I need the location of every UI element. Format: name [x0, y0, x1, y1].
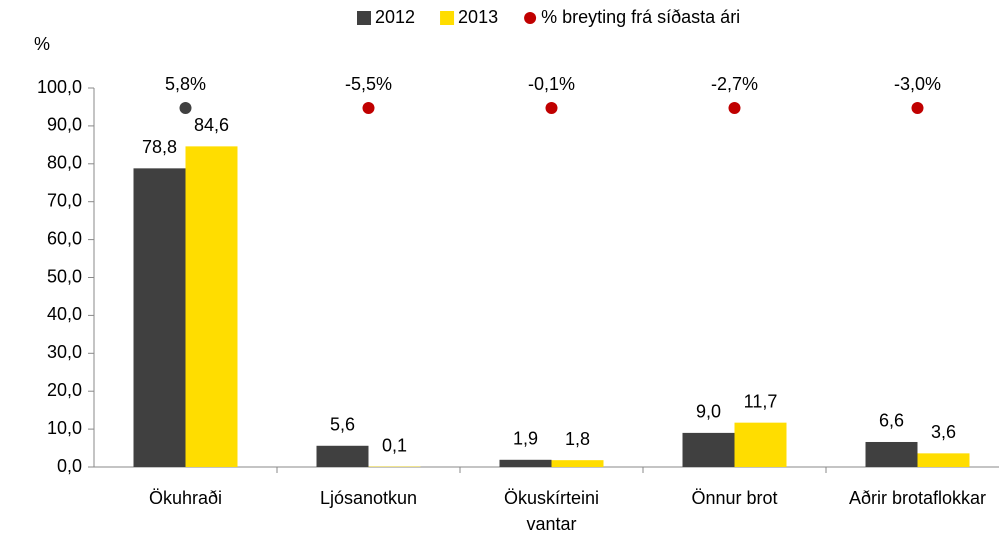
y-tick-label: 30,0: [47, 342, 82, 362]
change-dot: [545, 102, 558, 114]
bar: [865, 441, 918, 467]
legend-label: 2013: [458, 7, 498, 27]
value-label: 1,9: [513, 429, 538, 449]
change-dot: [911, 102, 924, 114]
x-tick-label: Aðrir brotaflokkar: [848, 488, 987, 508]
value-label: 5,8%: [165, 74, 206, 94]
value-label: 9,0: [696, 402, 721, 422]
y-tick-label: 40,0: [47, 304, 82, 324]
y-tick-label: 90,0: [47, 115, 82, 135]
change-dot: [179, 102, 192, 114]
value-label: 11,7: [744, 391, 778, 411]
value-label: 5,6: [330, 415, 355, 435]
value-label: -2,7%: [711, 74, 758, 94]
change-dot: [728, 102, 741, 114]
y-tick-label: 20,0: [47, 380, 82, 400]
legend-swatch: [440, 11, 455, 25]
y-tick-label: 100,0: [37, 77, 82, 97]
x-tick-label: Ljósanotkun: [319, 488, 418, 508]
value-label: 1,8: [565, 429, 590, 449]
value-label: 84,6: [194, 115, 229, 135]
y-tick-label: 50,0: [47, 266, 82, 286]
value-label: 3,6: [931, 422, 956, 442]
value-label: 6,6: [879, 411, 904, 431]
bar: [551, 460, 604, 467]
y-axis-label: %: [34, 34, 50, 54]
bar: [499, 459, 552, 467]
x-tick-label: Ökuskírteini vantar: [503, 488, 600, 534]
y-tick-label: 70,0: [47, 190, 82, 210]
value-label: 78,8: [142, 137, 177, 157]
value-label: 0,1: [382, 435, 407, 455]
y-tick-label: 60,0: [47, 228, 82, 248]
bar: [734, 422, 787, 467]
value-label: -0,1%: [528, 74, 575, 94]
bar: [133, 168, 186, 467]
legend-label: 2012: [375, 7, 415, 27]
value-label: -3,0%: [894, 74, 941, 94]
value-label: -5,5%: [345, 74, 392, 94]
bar: [682, 432, 735, 467]
y-tick-label: 0,0: [57, 456, 82, 476]
legend-swatch: [524, 12, 537, 24]
x-tick-label: Önnur brot: [691, 488, 778, 508]
y-tick-label: 10,0: [47, 418, 82, 438]
legend-swatch: [357, 11, 371, 25]
legend-label: % breyting frá síðasta ári: [541, 7, 740, 27]
change-dot: [362, 102, 375, 114]
x-tick-label: Ökuhraði: [148, 488, 223, 508]
y-tick-label: 80,0: [47, 153, 82, 173]
bar: [185, 146, 238, 467]
bar: [316, 445, 369, 467]
bar: [917, 453, 970, 467]
